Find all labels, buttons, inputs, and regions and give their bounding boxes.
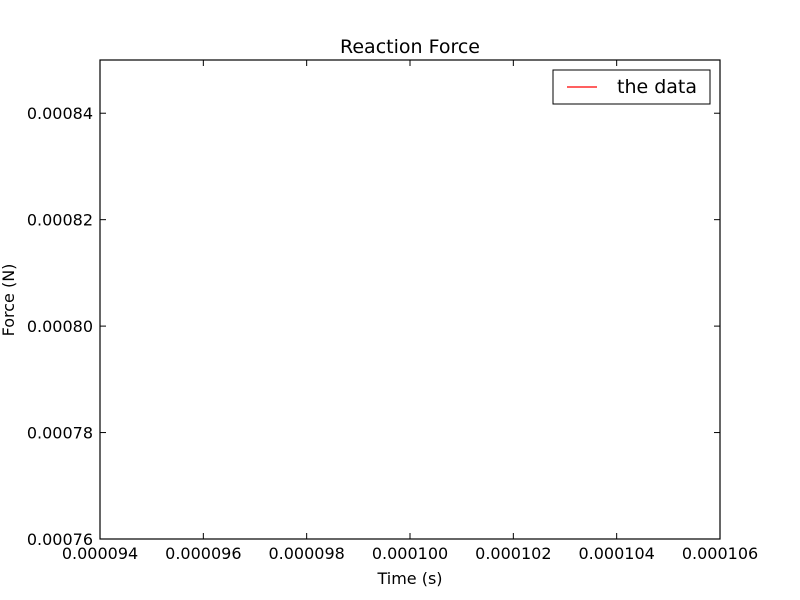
x-tick-label: 0.000106 (682, 544, 758, 563)
x-axis: 0.000094 0.000096 0.000098 0.000100 0.000102… (62, 60, 758, 563)
y-tick-label: 0.00084 (27, 104, 93, 123)
y-axis-title: Force (N) (0, 264, 18, 337)
x-tick-label: 0.000096 (165, 544, 241, 563)
chart-title: Reaction Force (340, 36, 480, 58)
plot-area (99, 59, 721, 540)
x-tick-label: 0.000104 (578, 544, 654, 563)
x-tick-label: 0.000098 (268, 544, 344, 563)
x-tick-label: 0.000102 (475, 544, 551, 563)
legend-label: the data (617, 76, 697, 98)
x-tick-label: 0.000100 (372, 544, 448, 563)
legend: the data (552, 69, 711, 105)
y-tick-label: 0.00078 (27, 424, 93, 443)
y-tick-label: 0.00076 (27, 530, 93, 549)
y-axis: 0.00076 0.00078 0.00080 0.00082 0.00084 (27, 104, 720, 549)
x-tick-label: 0.000094 (62, 544, 138, 563)
y-tick-label: 0.00082 (27, 211, 93, 230)
x-axis-title: Time (s) (376, 569, 442, 588)
y-tick-label: 0.00080 (27, 317, 93, 336)
